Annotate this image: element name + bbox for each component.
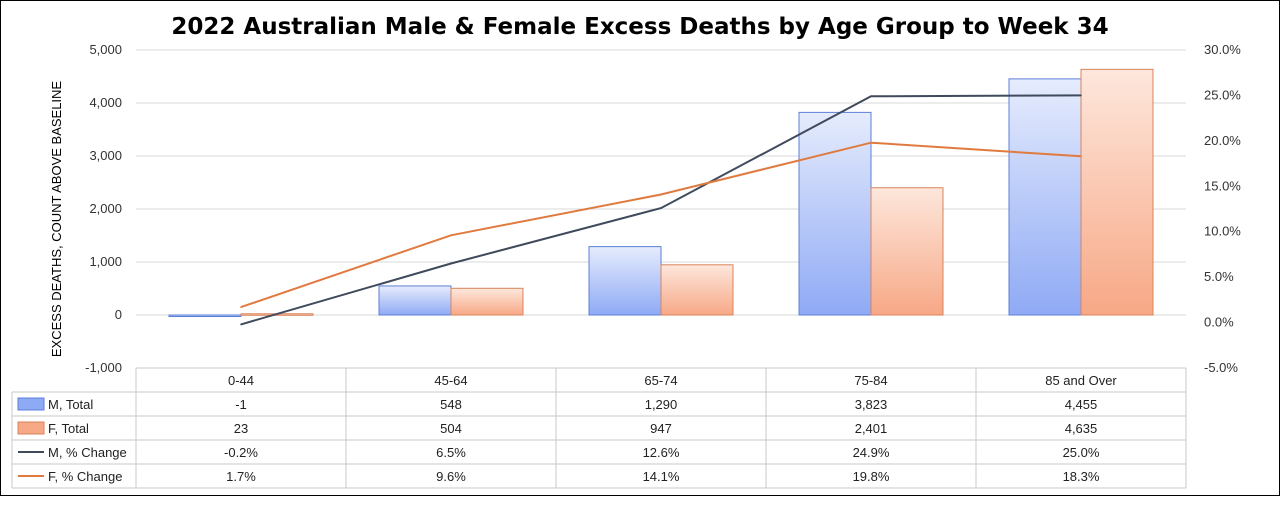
y-right-tick-label: 0.0% [1204, 315, 1234, 330]
line-point [240, 323, 242, 326]
bar-m-total [378, 285, 452, 316]
y-right-tick-label: 10.0% [1204, 224, 1241, 239]
x-category-label: 65-74 [644, 373, 677, 388]
data-label: 4,455 [1065, 397, 1098, 412]
x-category-label: 0-44 [228, 373, 254, 388]
legend-label: F, Total [48, 421, 89, 436]
data-table: 0-44 45-64 65-74 75-84 85 and Over M, Total -1… [11, 367, 1187, 489]
line-point [1080, 155, 1082, 158]
bar-m-total [798, 111, 872, 316]
line-point [870, 141, 872, 144]
line-point [450, 234, 452, 237]
data-label: 25.0% [1063, 445, 1100, 460]
data-label: 12.6% [643, 445, 680, 460]
y-right-tick-label: 5.0% [1204, 269, 1234, 284]
data-label: 6.5% [436, 445, 466, 460]
data-label: 1.7% [226, 469, 256, 484]
data-label: 1,290 [645, 397, 678, 412]
legend-label: M, % Change [48, 445, 127, 460]
line-point [870, 95, 872, 98]
data-label: -0.2% [224, 445, 258, 460]
data-label: 504 [440, 421, 462, 436]
line-series [240, 94, 1082, 326]
data-label: 24.9% [853, 445, 890, 460]
y-axis-label: EXCESS DEATHS, COUNT ABOVE BASELINE [49, 81, 64, 358]
line-point [660, 193, 662, 196]
y-left-tick-label: 2,000 [89, 201, 122, 216]
line-point [240, 306, 242, 308]
y-right-tick-label: 20.0% [1204, 133, 1241, 148]
data-label: 14.1% [643, 469, 680, 484]
data-label: 4,635 [1065, 421, 1098, 436]
y-left-tick-label: 0 [115, 307, 122, 322]
data-label: 548 [440, 397, 462, 412]
data-label: 18.3% [1063, 469, 1100, 484]
chart-title: 2022 Australian Male & Female Excess Dea… [171, 14, 1109, 40]
bar-m-total [168, 314, 242, 317]
data-label: 3,823 [855, 397, 888, 412]
data-label: 9.6% [436, 469, 466, 484]
y-right-tick-label: 15.0% [1204, 178, 1241, 193]
legend-label: M, Total [48, 397, 93, 412]
y-left-tick-label: 4,000 [89, 95, 122, 110]
legend-key [17, 397, 45, 411]
x-category-label: 45-64 [434, 373, 467, 388]
axes: -1,000 0 1,000 2,000 3,000 4,000 5,000 -5.0% 0.0… [49, 42, 1241, 375]
bar-f-total [660, 264, 734, 316]
bar-f-total [450, 287, 524, 316]
y-right-tick-label: 25.0% [1204, 87, 1241, 102]
bar-f-total [1080, 68, 1154, 316]
bar-m-total [588, 246, 662, 316]
bar-m-total [1008, 78, 1082, 316]
x-category-label: 85 and Over [1045, 373, 1117, 388]
data-label: -1 [235, 397, 247, 412]
data-label: 19.8% [853, 469, 890, 484]
y-right-tick-label: -5.0% [1204, 360, 1238, 375]
bar-f-total [870, 187, 944, 316]
y-left-tick-label: 3,000 [89, 148, 122, 163]
data-label: 23 [234, 421, 248, 436]
data-label: 947 [650, 421, 672, 436]
x-category-label: 75-84 [854, 373, 887, 388]
y-left-tick-label: 5,000 [89, 42, 122, 57]
data-label: 2,401 [855, 421, 888, 436]
bar-series [168, 68, 1154, 317]
legend-label: F, % Change [48, 469, 122, 484]
line-point [660, 207, 662, 209]
line-point [450, 262, 452, 265]
legend-key [17, 421, 45, 435]
y-left-tick-label: -1,000 [85, 360, 122, 375]
y-right-tick-label: 30.0% [1204, 42, 1241, 57]
y-left-tick-label: 1,000 [89, 254, 122, 269]
line-point [1080, 94, 1082, 97]
